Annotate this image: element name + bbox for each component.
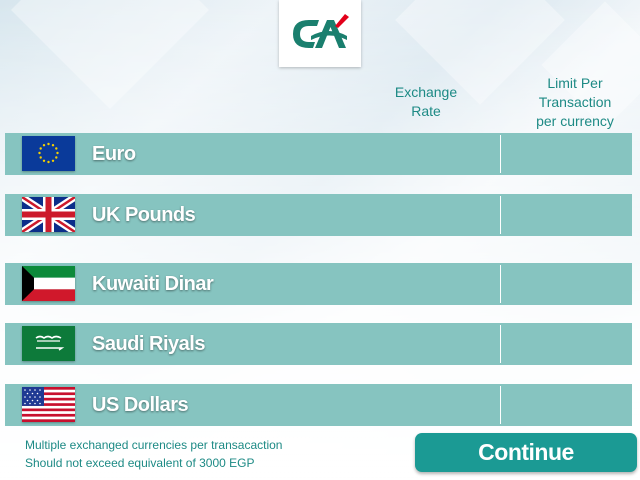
currency-label: Euro [92, 143, 136, 165]
limit-note-line2: Should not exceed equivalent of 3000 EGP [25, 456, 255, 470]
currency-row-euro[interactable]: Euro [5, 133, 632, 175]
limit-header-line1: Limit Per [547, 75, 603, 91]
limit-header-line3: per currency [536, 113, 614, 129]
eu-flag-icon [22, 136, 75, 171]
limit-header-line2: Transaction [538, 94, 612, 110]
bank-logo [279, 0, 361, 67]
currency-row-saudi-riyals[interactable]: Saudi Riyals [5, 323, 632, 365]
us-flag-icon [22, 387, 75, 422]
limit-header: Limit Per Transaction per currency [515, 74, 635, 131]
currency-row-uk-pounds[interactable]: UK Pounds [5, 194, 632, 236]
saudi-flag-icon [22, 326, 75, 361]
currency-row-us-dollars[interactable]: US Dollars [5, 384, 632, 426]
column-divider [500, 196, 501, 234]
currency-label: US Dollars [92, 394, 189, 416]
uk-flag-icon [22, 197, 75, 232]
credit-agricole-logo-icon [293, 13, 349, 48]
currency-label: Kuwaiti Dinar [92, 273, 214, 295]
limit-note: Multiple exchanged currencies per transa… [25, 436, 282, 472]
exchange-rate-header: Exchange Rate [380, 83, 472, 121]
column-divider [500, 386, 501, 424]
continue-button[interactable]: Continue [415, 433, 637, 472]
exchange-rate-label: Exchange Rate [394, 84, 458, 119]
background-shape [11, 0, 209, 109]
currency-label: UK Pounds [92, 204, 196, 226]
currency-row-kuwaiti-dinar[interactable]: Kuwaiti Dinar [5, 263, 632, 305]
limit-note-line1: Multiple exchanged currencies per transa… [25, 438, 283, 452]
column-divider [500, 135, 501, 173]
currency-label: Saudi Riyals [92, 333, 205, 355]
column-divider [500, 325, 501, 363]
kuwait-flag-icon [22, 266, 75, 301]
column-divider [500, 265, 501, 303]
